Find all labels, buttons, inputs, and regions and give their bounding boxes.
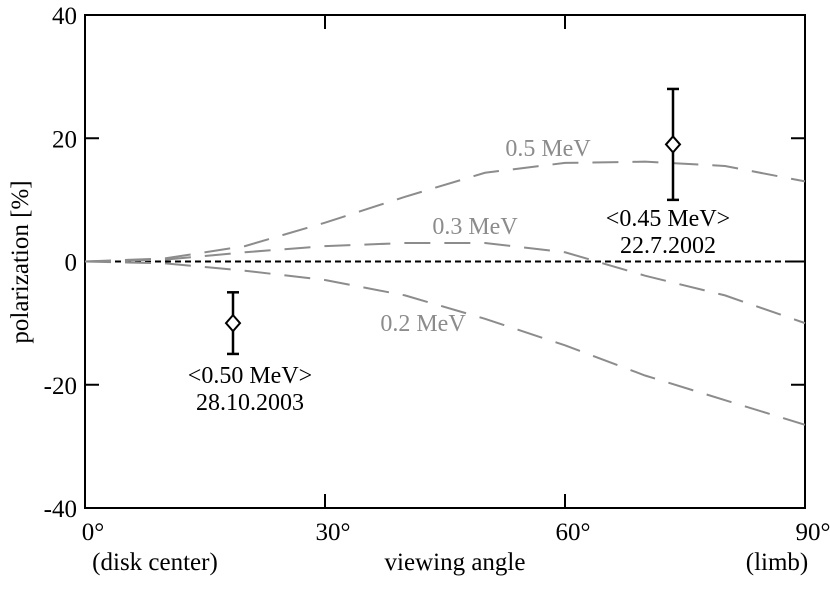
- y-tick-label: 0: [65, 250, 78, 277]
- x-tick-label: 60°: [556, 519, 591, 546]
- curve-label: 0.5 MeV: [505, 136, 591, 162]
- data-point: [666, 136, 680, 152]
- x-tick-label: 90°: [796, 519, 830, 546]
- y-tick-label: 40: [52, 3, 77, 30]
- data-point: [226, 315, 240, 331]
- x-end-label: (limb): [746, 549, 809, 576]
- y-tick-label: -20: [44, 373, 77, 400]
- x-axis-label: viewing angle: [385, 549, 526, 576]
- curve-label: 0.2 MeV: [380, 311, 466, 337]
- point-label: <0.45 MeV>: [606, 206, 730, 232]
- x-end-label: (disk center): [92, 549, 218, 576]
- point-date: 22.7.2002: [620, 233, 716, 259]
- x-tick-label: 0°: [82, 519, 105, 546]
- curve-label: 0.3 MeV: [432, 214, 518, 240]
- x-tick-label: 30°: [316, 519, 351, 546]
- point-date: 28.10.2003: [196, 390, 304, 416]
- y-tick-label: -40: [44, 496, 77, 523]
- y-tick-label: 20: [52, 126, 77, 153]
- curve: [85, 262, 805, 425]
- y-axis-label: polarization [%]: [7, 180, 34, 343]
- point-label: <0.50 MeV>: [188, 363, 312, 389]
